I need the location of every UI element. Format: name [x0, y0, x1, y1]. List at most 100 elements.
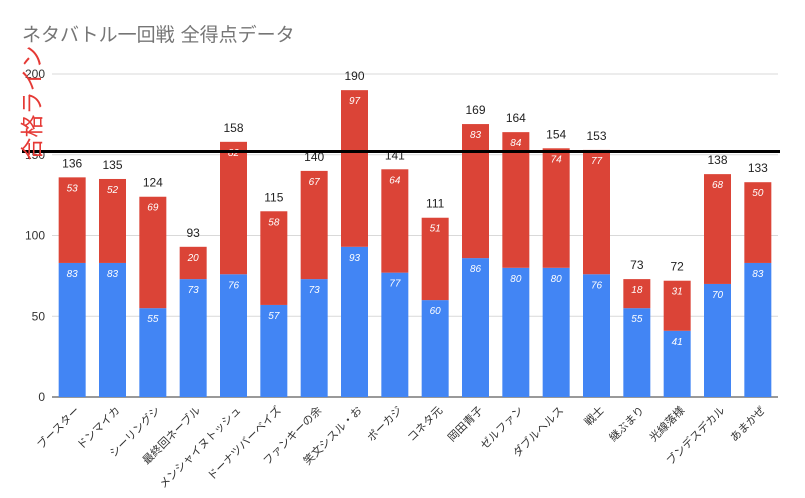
y-tick-label: 0 — [38, 390, 45, 404]
bar-segment-1 — [179, 279, 207, 397]
bar-segment-1 — [381, 272, 409, 397]
bar-value-label: 52 — [107, 185, 119, 196]
bar-value-label: 50 — [752, 188, 764, 199]
bar-value-label: 80 — [510, 274, 522, 285]
bar-segment-2 — [58, 177, 86, 263]
bar-segment-2 — [502, 132, 530, 268]
bar-segment-1 — [139, 308, 167, 397]
bars: 83 53 136 83 52 135 55 69 124 73 20 93 76 82 158 57 58 11… — [58, 69, 772, 397]
bar-segment-2 — [583, 149, 610, 275]
bar-segment-2 — [744, 182, 772, 263]
bar-total-label: 154 — [546, 127, 566, 141]
bar-value-label: 86 — [470, 264, 482, 275]
bar-total-label: 169 — [465, 103, 485, 117]
bar-total-label: 93 — [186, 226, 200, 240]
bar-segment-2 — [663, 280, 691, 331]
bar-value-label: 73 — [188, 285, 200, 296]
bar-segment-1 — [542, 267, 570, 397]
bar-segment-1 — [583, 274, 610, 397]
bar-segment-2 — [300, 170, 328, 280]
bar-total-label: 153 — [586, 129, 606, 143]
bar-value-label: 93 — [349, 253, 361, 264]
bar-value-label: 20 — [187, 253, 200, 264]
bar-segment-2 — [260, 211, 288, 305]
gridlines — [52, 73, 778, 398]
bar-value-label: 83 — [470, 130, 482, 141]
bar-value-label: 73 — [309, 285, 321, 296]
category-label: 戦士 — [582, 404, 607, 429]
bar-value-label: 18 — [631, 285, 643, 296]
bar-value-label: 58 — [268, 217, 280, 228]
bar-value-label: 74 — [551, 154, 563, 165]
bar-segment-2 — [421, 217, 449, 301]
y-tick-label: 50 — [32, 309, 46, 323]
bar-value-label: 60 — [430, 306, 442, 317]
bar-segment-1 — [220, 274, 247, 397]
bar-value-label: 77 — [389, 279, 401, 290]
bar-value-label: 67 — [309, 177, 321, 188]
bar-segment-1 — [421, 300, 449, 397]
bar-value-label: 68 — [712, 180, 724, 191]
bar-total-label: 164 — [506, 111, 526, 125]
bar-value-label: 55 — [147, 314, 159, 325]
bar-value-label: 31 — [672, 287, 683, 298]
bar-value-label: 64 — [389, 175, 401, 186]
bar-segment-2 — [220, 141, 247, 275]
bar-total-label: 73 — [630, 258, 644, 272]
bar-segment-2 — [381, 169, 409, 273]
bar-segment-2 — [623, 279, 651, 309]
bar-total-label: 138 — [707, 153, 727, 167]
bar-value-label: 55 — [631, 314, 643, 325]
bar-total-label: 136 — [62, 156, 82, 170]
bar-value-label: 70 — [712, 290, 724, 301]
bar-value-label: 83 — [107, 269, 119, 280]
bar-total-label: 115 — [264, 190, 283, 204]
bar-value-label: 83 — [752, 269, 764, 280]
bar-total-label: 190 — [344, 69, 364, 83]
bar-value-label: 77 — [591, 156, 603, 167]
bar-value-label: 84 — [510, 138, 522, 149]
category-label: あまかぜ — [728, 404, 768, 444]
category-label: 岡田青子 — [445, 404, 485, 444]
category-label: 継ぶまり — [606, 403, 647, 444]
bar-total-label: 111 — [426, 197, 445, 211]
bar-value-label: 76 — [228, 280, 240, 291]
category-label: コネタ元 — [405, 404, 445, 444]
bar-segment-2 — [542, 148, 570, 268]
bar-segment-2 — [341, 90, 368, 247]
bar-value-label: 41 — [672, 337, 683, 348]
y-tick-label: 100 — [25, 229, 45, 243]
chart-title: ネタバトル一回戦 全得点データ — [22, 24, 295, 46]
bar-total-label: 140 — [304, 150, 324, 164]
bar-segment-1 — [744, 262, 772, 397]
bar-value-label: 76 — [591, 280, 603, 291]
bar-value-label: 83 — [67, 269, 79, 280]
bar-segment-2 — [179, 246, 207, 280]
category-label: 光線落様 — [646, 403, 687, 444]
bar-segment-1 — [260, 304, 288, 397]
y-tick-label: 200 — [25, 67, 45, 81]
bar-segment-2 — [139, 196, 167, 309]
bar-segment-1 — [341, 246, 368, 397]
bar-segment-2 — [704, 174, 731, 284]
bar-segment-1 — [58, 262, 86, 397]
bar-value-label: 57 — [268, 311, 280, 322]
bar-segment-2 — [99, 178, 126, 263]
bar-value-label: 69 — [147, 203, 159, 214]
bar-value-label: 97 — [349, 96, 361, 107]
bar-segment-1 — [462, 258, 489, 397]
bar-value-label: 82 — [228, 148, 240, 159]
bar-value-label: 80 — [551, 274, 563, 285]
bar-segment-2 — [462, 124, 489, 259]
bar-segment-1 — [502, 267, 530, 397]
bar-value-label: 51 — [430, 224, 441, 235]
bar-value-label: 53 — [67, 183, 79, 194]
bar-total-label: 72 — [670, 260, 684, 274]
bar-total-label: 133 — [748, 161, 768, 175]
bar-segment-1 — [663, 330, 691, 397]
bar-segment-1 — [300, 279, 328, 397]
pass-line-group: 合格ライン — [20, 46, 780, 161]
bar-segment-1 — [623, 308, 651, 397]
bar-segment-1 — [704, 283, 731, 397]
